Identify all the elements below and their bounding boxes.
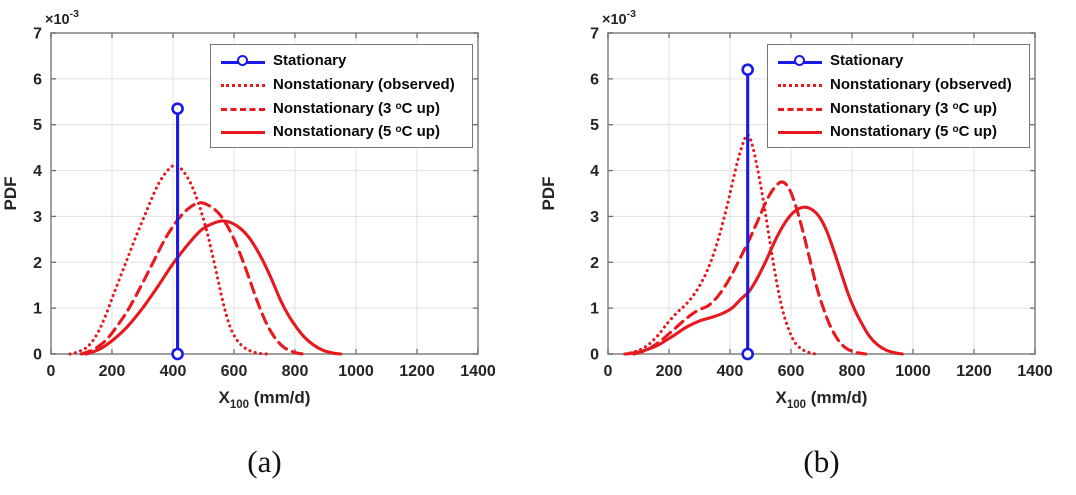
caption-a: (a) <box>247 444 282 479</box>
plot-border <box>50 32 479 355</box>
legend-solid-sample <box>778 124 822 138</box>
y-tick-label: 5 <box>33 117 42 134</box>
y-axis-exponent: ×10-3 <box>45 8 79 28</box>
series-dotted-curve <box>623 133 817 356</box>
legend-item: Nonstationary (observed) <box>778 73 1023 97</box>
x-tick-label: 1200 <box>956 363 992 380</box>
series-solid-curve <box>624 205 904 356</box>
legend: Stationary Nonstationary (observed) Nonsta… <box>767 44 1030 148</box>
y-tick-label: 7 <box>33 26 42 43</box>
stem-marker-circle <box>171 102 184 115</box>
series-solid-curve <box>84 219 343 356</box>
legend-label: Nonstationary (3 oC up) <box>273 99 440 117</box>
legend-item: Nonstationary (3 oC up) <box>221 96 466 120</box>
legend-dashed-sample <box>778 101 822 115</box>
y-tick-label: 3 <box>590 209 599 226</box>
legend-dotted-sample <box>778 77 822 91</box>
y-tick-label: 6 <box>590 71 599 88</box>
y-tick-label: 6 <box>33 71 42 88</box>
legend-label: Stationary <box>273 52 347 70</box>
y-tick-label: 1 <box>33 301 42 318</box>
y-tick-label: 2 <box>33 255 42 272</box>
y-tick-label: 4 <box>590 163 599 180</box>
legend-item: Nonstationary (5 oC up) <box>221 120 466 144</box>
caption-b: (b) <box>803 444 840 479</box>
x-tick-label: 800 <box>839 363 866 380</box>
x-tick-label: 600 <box>778 363 805 380</box>
plot-border <box>607 32 1036 355</box>
x-tick-label: 0 <box>47 363 56 380</box>
legend-solid-sample <box>221 124 265 138</box>
panel-b: 0 200 400 600 800 1000 1200 1400 0 1 2 3 4 5 6 7 ×10-3 PD… <box>538 0 1076 495</box>
stem-marker-circle <box>741 347 754 361</box>
series-dashed-curve <box>632 180 868 356</box>
x-tick-label: 1000 <box>895 363 931 380</box>
y-axis-label: PDF <box>1 177 20 211</box>
legend-item: Nonstationary (5 oC up) <box>778 120 1023 144</box>
y-tick-label: 7 <box>590 26 599 43</box>
legend-stem-marker-sample <box>778 54 822 68</box>
x-axis-label: X100 (mm/d) <box>219 388 311 411</box>
legend-dotted-sample <box>221 77 265 91</box>
stem-marker-circle <box>171 347 184 361</box>
chart-b-canvas: 0 200 400 600 800 1000 1200 1400 0 1 2 3 4 5 6 7×10-3 PD… <box>539 8 1053 411</box>
legend: Stationary Nonstationary (observed) Nonsta… <box>210 44 473 148</box>
legend-item: Nonstationary (3 oC up) <box>778 96 1023 120</box>
legend-item: Nonstationary (observed) <box>221 73 466 97</box>
x-tick-label: 600 <box>221 363 248 380</box>
y-tick-label: 4 <box>33 163 42 180</box>
legend-label: Nonstationary (5 oC up) <box>830 123 997 141</box>
legend-label: Nonstationary (3 oC up) <box>830 99 997 117</box>
x-tick-label: 400 <box>717 363 744 380</box>
x-axis-label: X100 (mm/d) <box>776 388 868 411</box>
x-tick-label: 1400 <box>460 363 496 380</box>
x-tick-label: 400 <box>160 363 187 380</box>
x-tick-label: 1200 <box>399 363 435 380</box>
legend-dashed-sample <box>221 101 265 115</box>
y-tick-label: 0 <box>33 347 42 364</box>
stem-marker-circle <box>741 63 754 76</box>
x-tick-label: 1000 <box>338 363 374 380</box>
y-tick-label: 3 <box>33 209 42 226</box>
y-tick-label: 0 <box>590 347 599 364</box>
x-tick-label: 1400 <box>1017 363 1053 380</box>
series-dotted-curve <box>68 163 271 356</box>
legend-label: Nonstationary (5 oC up) <box>273 123 440 141</box>
x-tick-label: 800 <box>282 363 309 380</box>
legend-label: Stationary <box>830 52 904 70</box>
legend-circle-marker <box>237 54 248 66</box>
y-axis-exponent: ×10-3 <box>602 8 636 28</box>
legend-circle-marker <box>794 54 805 66</box>
series-dashed-curve <box>79 201 308 356</box>
x-tick-label: 200 <box>99 363 126 380</box>
legend-label: Nonstationary (observed) <box>273 75 455 93</box>
legend-stem-marker-sample <box>221 54 265 68</box>
legend-item: Stationary <box>778 49 1023 73</box>
legend-label: Nonstationary (observed) <box>830 75 1012 93</box>
y-tick-label: 2 <box>590 255 599 272</box>
panel-a: 0 200 400 600 800 1000 1200 1400 0 1 2 3 4 5 6 7 ×10-3 PD… <box>1 8 496 479</box>
y-tick-label: 5 <box>590 117 599 134</box>
x-tick-label: 200 <box>656 363 683 380</box>
y-tick-label: 1 <box>590 301 599 318</box>
x-tick-label: 0 <box>604 363 613 380</box>
legend-item: Stationary <box>221 49 466 73</box>
y-axis-label: PDF <box>539 177 558 211</box>
